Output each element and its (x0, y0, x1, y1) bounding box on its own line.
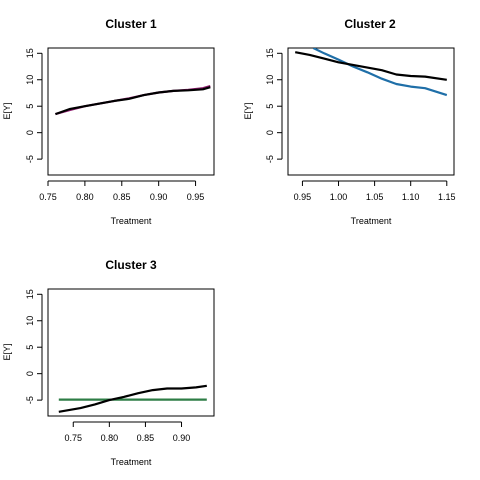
y-axis-label: E[Y] (2, 343, 12, 360)
panel-cluster-1: Cluster 1 Treatment E[Y] 0.75 0.80 0.85 0.9… (2, 17, 215, 226)
y-tick-label: -5 (25, 396, 35, 404)
panel-title: Cluster 2 (344, 17, 396, 31)
x-tick-label: 1.10 (402, 192, 420, 202)
plot-frame (47, 288, 215, 417)
panel-cluster-2: Cluster 2 Treatment E[Y] 0.95 1.00 1.05 1.1… (243, 17, 456, 226)
x-tick-label: 1.00 (330, 192, 348, 202)
series-line-0 (312, 48, 448, 97)
x-axis-label: Treatment (351, 216, 392, 226)
y-tick-label: 5 (265, 104, 275, 109)
plot-frame (287, 47, 455, 176)
x-tick-label: 0.95 (187, 192, 205, 202)
panel-title: Cluster 1 (105, 17, 157, 31)
x-tick-label: 0.95 (294, 192, 312, 202)
x-tick-label: 0.75 (64, 433, 82, 443)
panel-cluster-3: Cluster 3 Treatment E[Y] 0.75 0.80 0.85 0.9… (2, 258, 215, 467)
x-tick-label: 0.85 (113, 192, 131, 202)
y-tick-label: 10 (265, 75, 275, 85)
x-tick-label: 0.75 (39, 192, 57, 202)
y-tick-label: 0 (25, 130, 35, 135)
x-tick-label: 0.85 (137, 433, 155, 443)
x-axis-label: Treatment (111, 457, 152, 467)
y-axis-label: E[Y] (243, 102, 253, 119)
y-tick-label: -5 (265, 155, 275, 163)
y-tick-label: 5 (25, 345, 35, 350)
y-tick-label: 5 (25, 104, 35, 109)
panel-title: Cluster 3 (105, 258, 157, 272)
series-line-1 (55, 86, 211, 116)
x-tick-label: 1.05 (366, 192, 384, 202)
x-tick-label: 0.80 (76, 192, 94, 202)
y-tick-label: 15 (265, 48, 275, 58)
y-tick-label: 15 (25, 289, 35, 299)
x-tick-label: 1.15 (438, 192, 456, 202)
y-tick-label: -5 (25, 155, 35, 163)
series-line-1 (58, 384, 207, 413)
x-tick-label: 0.90 (173, 433, 191, 443)
y-tick-label: 10 (25, 75, 35, 85)
y-tick-label: 0 (265, 130, 275, 135)
x-tick-label: 0.90 (150, 192, 168, 202)
y-tick-label: 15 (25, 48, 35, 58)
y-tick-label: 0 (25, 371, 35, 376)
series-line-1 (294, 51, 447, 81)
y-tick-label: 10 (25, 316, 35, 326)
plot-frame (47, 47, 215, 176)
x-axis-label: Treatment (111, 216, 152, 226)
y-axis-label: E[Y] (2, 102, 12, 119)
x-tick-label: 0.80 (101, 433, 119, 443)
